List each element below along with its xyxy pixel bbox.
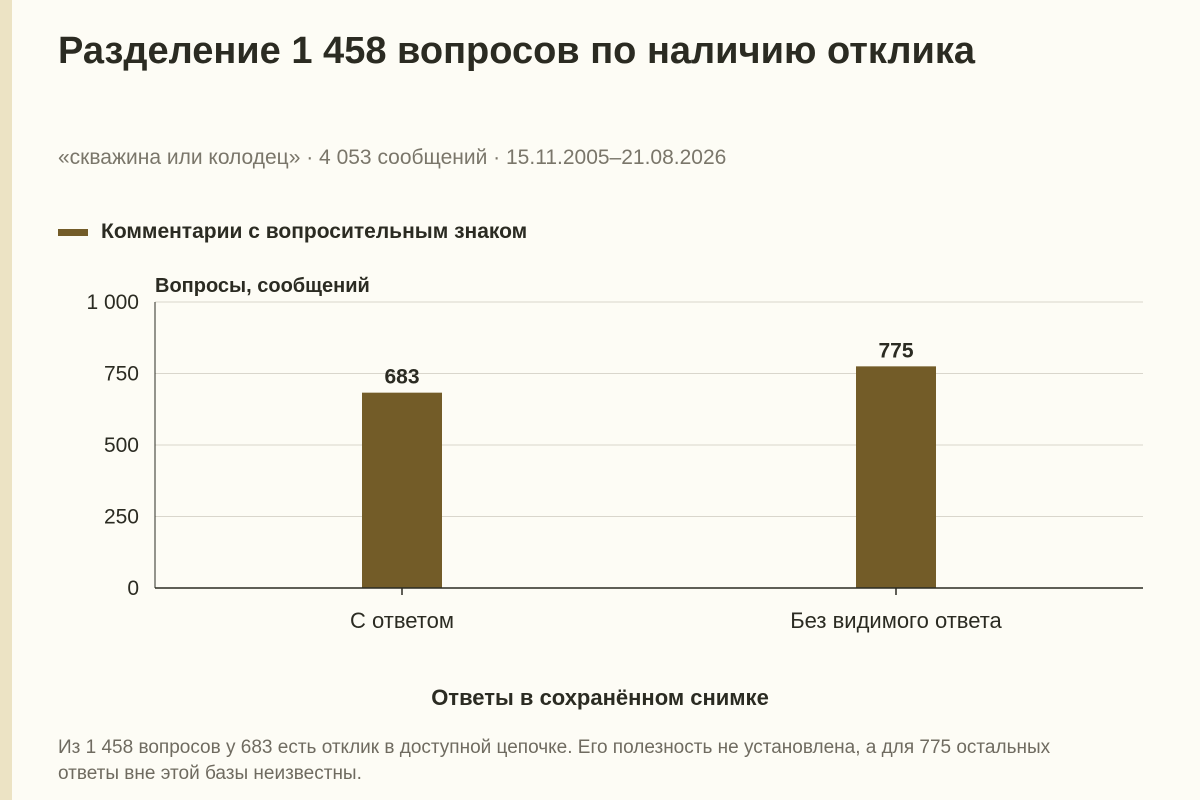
bar xyxy=(856,366,936,588)
legend-label: Комментарии с вопросительным знаком xyxy=(101,220,528,243)
y-tick-label: 250 xyxy=(104,506,139,529)
y-tick-label: 1 000 xyxy=(86,291,139,314)
x-axis-title: Ответы в сохранённом снимке xyxy=(431,685,769,710)
left-accent-stripe xyxy=(0,0,12,800)
y-axis-title: Вопросы, сообщений xyxy=(155,275,370,297)
legend-swatch xyxy=(58,228,88,236)
x-tick-label: Без видимого ответа xyxy=(790,608,1002,633)
chart-title: Разделение 1 458 вопросов по наличию отк… xyxy=(58,30,975,72)
bar xyxy=(362,392,442,588)
y-tick-label: 500 xyxy=(104,434,139,457)
y-tick-label: 0 xyxy=(127,577,139,600)
footnote: Из 1 458 вопросов у 683 есть отклик в до… xyxy=(58,737,1051,784)
chart-subtitle: «скважина или колодец» · 4 053 сообщений… xyxy=(58,146,727,169)
data-label: 683 xyxy=(384,366,419,389)
data-label: 775 xyxy=(878,339,913,362)
legend: Комментарии с вопросительным знаком xyxy=(58,218,527,246)
y-tick-label: 750 xyxy=(104,363,139,386)
x-tick-label: С ответом xyxy=(350,608,454,633)
